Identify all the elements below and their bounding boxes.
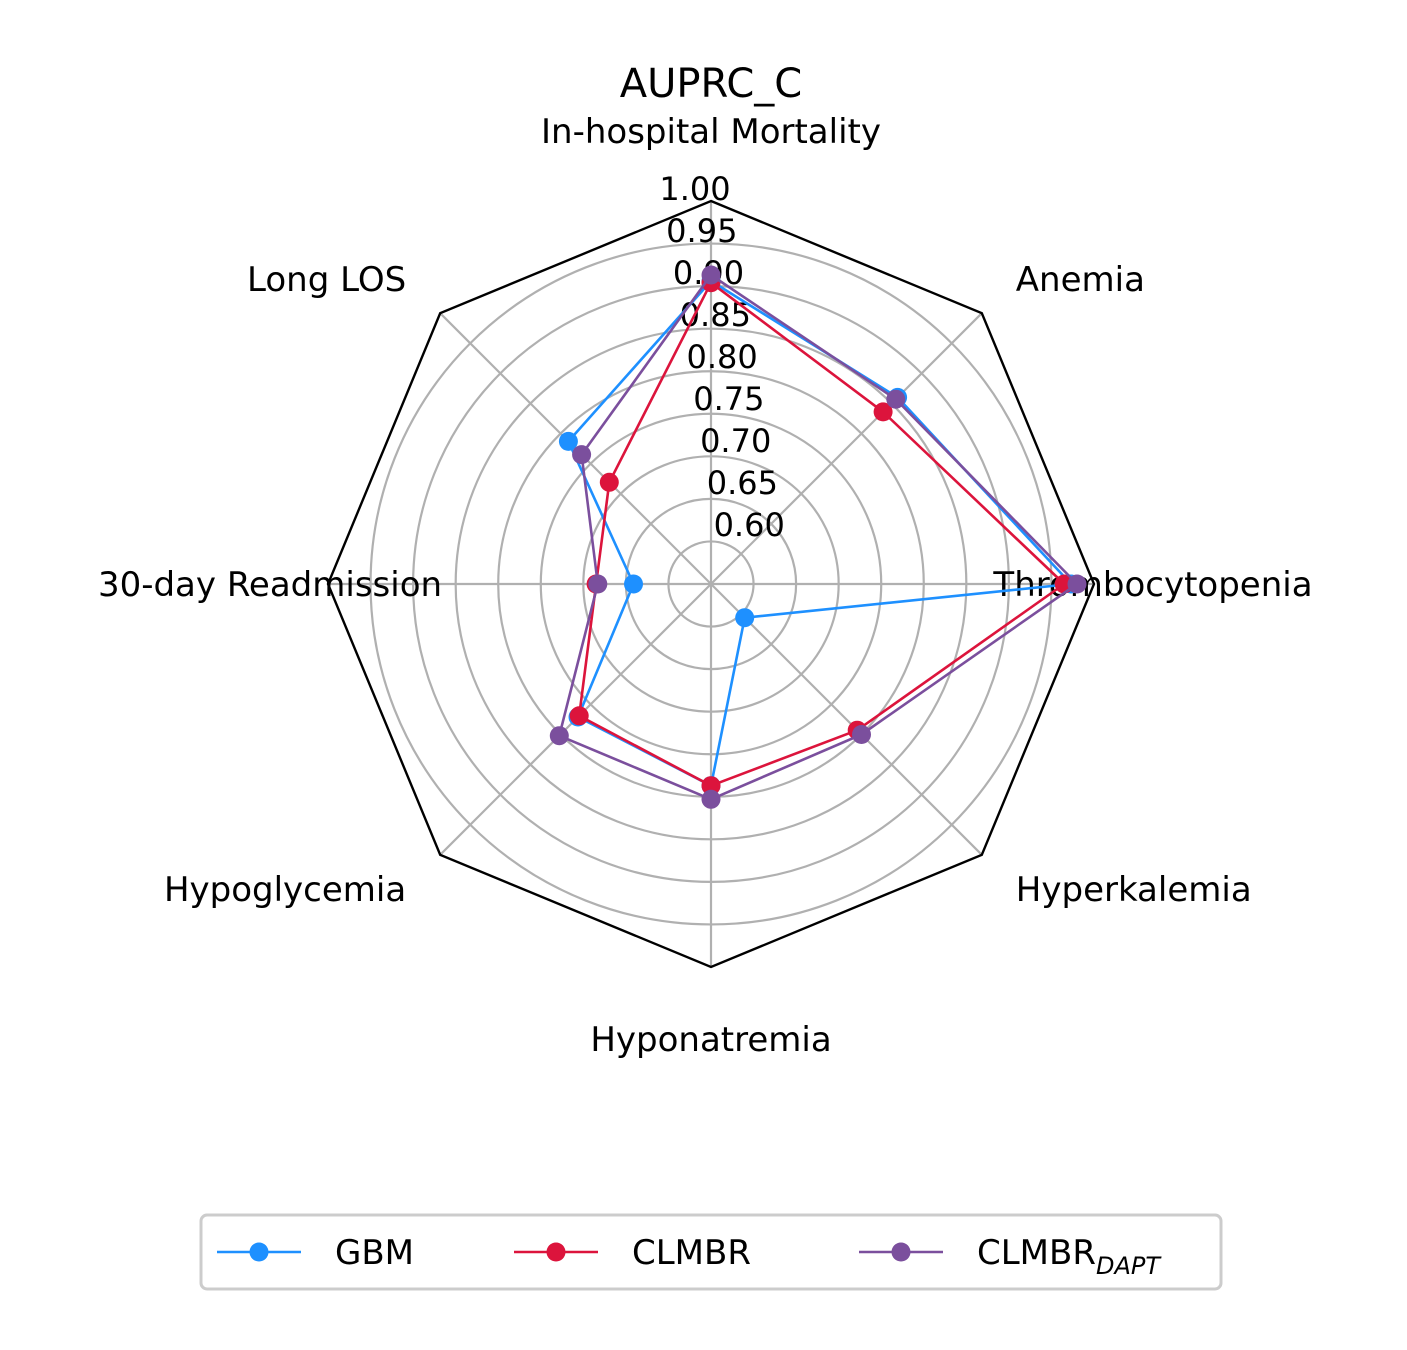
tick-label-0-70: 0.70 (700, 422, 771, 460)
data-point-30-day-readmission (588, 574, 608, 594)
legend-label: GBM (335, 1233, 414, 1273)
legend-frame (199, 1213, 1223, 1291)
data-point-anemia (886, 389, 906, 409)
data-point-long-los (599, 472, 619, 492)
data-point-thrombocytopenia (1067, 574, 1087, 594)
series-layer (549, 265, 1087, 809)
legend-label: CLMBR (632, 1233, 751, 1273)
series-clmbr-dapt (549, 265, 1087, 809)
spoke-hyperkalemia (710, 583, 983, 856)
legend: GBM CLMBR CLMBRDAPT (199, 1213, 1223, 1291)
data-point-in-hospital-mortality (701, 265, 721, 285)
data-point-hyponatremia (701, 776, 721, 796)
outer-frame (326, 199, 1096, 969)
data-point-hyperkalemia (852, 725, 871, 744)
legend-swatch-marker (546, 1242, 566, 1262)
tick-label-0-95: 0.95 (666, 212, 737, 250)
data-point-long-los (572, 445, 592, 465)
data-point-anemia (873, 402, 893, 422)
series-gbm (558, 271, 1081, 796)
axis-label-hyperkalemia: Hyperkalemia (1016, 870, 1252, 910)
axis-labels: In-hospital Mortality Anemia Thrombocytope… (98, 112, 1313, 1060)
tick-label-1-00: 1.00 (659, 170, 730, 208)
axis-label-30-day-readmission: 30-day Readmission (98, 565, 442, 605)
axis-label-anemia: Anemia (1016, 260, 1145, 300)
legend-label-subscript: DAPT (1096, 1252, 1162, 1280)
data-point-hypoglycemia (549, 726, 569, 746)
tick-label-0-60: 0.60 (714, 506, 785, 544)
tick-label-0-75: 0.75 (693, 380, 764, 418)
chart-title: AUPRC_C (620, 61, 802, 107)
data-point-long-los (558, 431, 578, 451)
data-point-hyponatremia (701, 789, 721, 809)
tick-label-0-65: 0.65 (707, 464, 778, 502)
legend-item-clmbr: CLMBR (514, 1233, 751, 1273)
radial-tick-labels: 0.600.650.700.750.800.850.900.951.00 (659, 170, 784, 544)
legend-item-gbm: GBM (217, 1233, 414, 1273)
axis-label-hypoglycemia: Hypoglycemia (164, 870, 406, 910)
radial-grid (326, 199, 1096, 969)
axis-label-hyponatremia: Hyponatremia (590, 1020, 831, 1060)
data-point-hyperkalemia (735, 608, 755, 628)
legend-swatch-marker (249, 1242, 269, 1262)
tick-label-0-80: 0.80 (686, 338, 757, 376)
data-point-30-day-readmission (624, 574, 643, 594)
legend-swatch-marker (891, 1242, 911, 1262)
spoke-anemia (710, 312, 983, 585)
axis-label-thrombocytopenia: Thrombocytopenia (992, 565, 1312, 605)
axis-label-in-hospital-mortality: In-hospital Mortality (541, 112, 881, 152)
data-point-hypoglycemia (569, 706, 589, 726)
axis-label-long-los: Long LOS (247, 260, 406, 300)
